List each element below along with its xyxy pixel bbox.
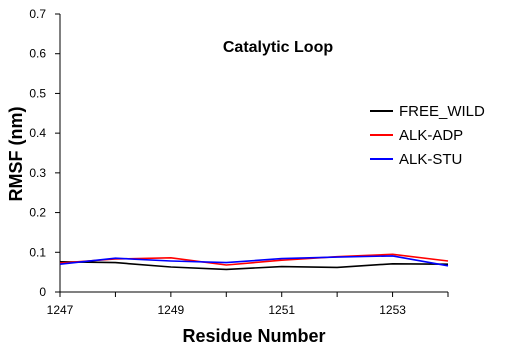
y-tick-label: 0.2 bbox=[29, 206, 46, 220]
y-tick-label: 0.1 bbox=[29, 245, 46, 259]
legend-label-alk-adp: ALK-ADP bbox=[399, 127, 463, 144]
legend: FREE_WILD ALK-ADP ALK-STU bbox=[370, 103, 485, 168]
y-tick-label: 0.6 bbox=[29, 47, 46, 61]
chart-title: Catalytic Loop bbox=[223, 39, 333, 56]
y-tick-label: 0.4 bbox=[29, 126, 46, 140]
y-tick-label: 0.3 bbox=[29, 166, 46, 180]
x-axis-title: Residue Number bbox=[182, 326, 325, 346]
series-line-alk-stu bbox=[59, 255, 449, 267]
x-ticks: 1247 1249 1251 1253 bbox=[47, 292, 449, 317]
series-line-free-wild bbox=[59, 261, 449, 271]
y-tick-label: 0 bbox=[39, 285, 46, 299]
x-tick-label: 1249 bbox=[158, 303, 185, 317]
axes bbox=[59, 14, 448, 293]
y-tick-label: 0.5 bbox=[29, 86, 46, 100]
y-axis-title: RMSF (nm) bbox=[6, 107, 26, 202]
y-ticks: 0 0.1 0.2 0.3 0.4 0.5 0.6 0.7 bbox=[29, 7, 60, 299]
legend-label-free-wild: FREE_WILD bbox=[399, 103, 485, 120]
legend-label-alk-stu: ALK-STU bbox=[399, 151, 462, 168]
x-tick-label: 1253 bbox=[379, 303, 406, 317]
x-tick-label: 1251 bbox=[268, 303, 295, 317]
x-tick-label: 1247 bbox=[47, 303, 74, 317]
series-lines bbox=[59, 253, 449, 271]
y-tick-label: 0.7 bbox=[29, 7, 46, 21]
